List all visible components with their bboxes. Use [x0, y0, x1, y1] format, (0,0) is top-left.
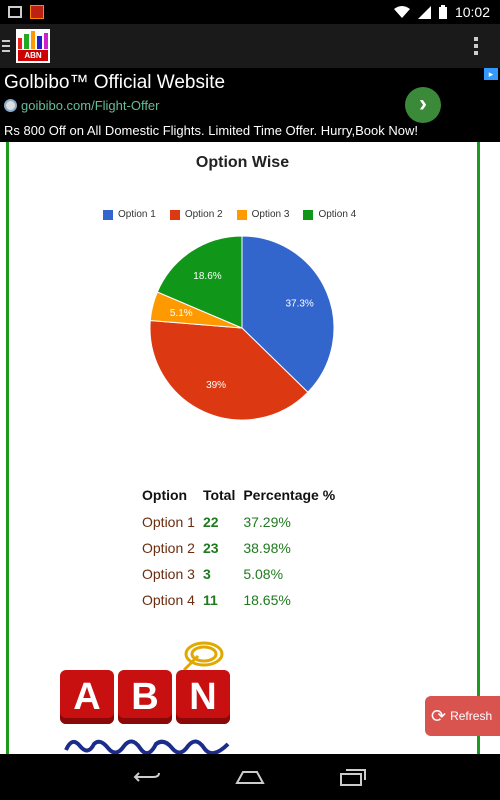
row-total: 3 [202, 566, 211, 582]
col-header-percentage: Percentage % [243, 487, 336, 503]
pie-label-2: 39% [206, 380, 226, 391]
image-notification-icon [8, 6, 22, 18]
app-bar: ABN [0, 24, 500, 68]
table-row: Option 2 23 38.98% [138, 535, 339, 561]
overflow-menu-icon[interactable] [474, 37, 478, 55]
row-option: Option 4 [142, 592, 195, 608]
table-row: Option 1 22 37.29% [138, 509, 339, 535]
row-option: Option 2 [142, 540, 195, 556]
ad-url[interactable]: goibibo.com/Flight-Offer [4, 98, 160, 113]
home-icon[interactable] [235, 769, 265, 785]
table-row: Option 4 11 18.65% [138, 587, 339, 613]
row-option: Option 1 [142, 514, 195, 530]
abn-logo: A B N [60, 640, 230, 754]
pie-slice-1 [241, 235, 335, 393]
pie-label-4: 18.6% [193, 271, 221, 282]
poll-results-content: Option Wise Option 1 Option 2 Option 3 O… [0, 142, 500, 754]
app-logo-text: ABN [18, 50, 48, 61]
globe-icon [4, 99, 17, 112]
ad-description: Rs 800 Off on All Domestic Flights. Limi… [4, 123, 418, 138]
legend-swatch [103, 209, 113, 220]
right-border [477, 142, 480, 754]
logo-letter: A [60, 670, 114, 724]
satellite-dish-icon [182, 641, 224, 672]
logo-letter: N [176, 670, 230, 724]
status-bar: 10:02 [0, 0, 500, 24]
row-percentage: 18.65% [243, 592, 291, 608]
row-total: 11 [202, 592, 218, 608]
row-percentage: 38.98% [243, 540, 291, 556]
pie-slice-4 [156, 235, 243, 329]
legend-item-option-1: Option 1 [103, 209, 156, 220]
chart-legend: Option 1 Option 2 Option 3 Option 4 [103, 209, 356, 220]
table-row: Option 3 3 5.08% [138, 561, 339, 587]
legend-swatch [169, 209, 180, 220]
left-border [6, 142, 9, 754]
refresh-icon: ⟳ [431, 705, 447, 726]
signal-icon [417, 5, 431, 19]
pie-slice-2 [149, 319, 309, 421]
menu-icon[interactable] [2, 40, 10, 52]
app-logo[interactable]: ABN [16, 29, 50, 63]
row-percentage: 37.29% [243, 514, 291, 530]
ad-choices-icon[interactable]: ▸ [484, 68, 498, 80]
row-percentage: 5.08% [243, 566, 284, 582]
refresh-button[interactable]: ⟳ Refresh [425, 696, 500, 736]
legend-item-option-2: Option 2 [169, 209, 223, 220]
abn-notification-icon [30, 5, 44, 19]
legend-swatch [303, 209, 314, 220]
chart-title: Option Wise [195, 154, 290, 171]
col-header-total: Total [202, 487, 236, 503]
pie-chart: 37.3% 39% 5.1% 18.6% [149, 235, 335, 421]
row-total: 22 [202, 514, 219, 530]
refresh-label: Refresh [450, 709, 493, 723]
row-total: 23 [202, 540, 219, 556]
results-table: Option Total Percentage % Option 1 22 37… [138, 485, 339, 613]
pie-label-1: 37.3% [285, 299, 313, 310]
ad-go-button[interactable]: › [405, 87, 441, 123]
recent-apps-icon[interactable] [339, 768, 367, 786]
status-time: 10:02 [454, 4, 490, 20]
ad-url-text: goibibo.com/Flight-Offer [21, 98, 160, 113]
legend-item-option-3: Option 3 [236, 209, 289, 220]
pie-label-3: 5.1% [170, 308, 193, 319]
row-option: Option 3 [142, 566, 195, 582]
legend-swatch [236, 209, 247, 220]
battery-icon [438, 5, 447, 19]
back-icon[interactable] [133, 769, 161, 785]
legend-item-option-4: Option 4 [303, 209, 356, 220]
col-header-option: Option [142, 487, 188, 503]
wifi-icon [393, 5, 410, 18]
logo-letter: B [118, 670, 172, 724]
ad-title[interactable]: Golbibo™ Official Website [4, 72, 226, 93]
logo-script-graphic [64, 739, 230, 754]
navigation-bar [0, 754, 500, 800]
ad-banner[interactable]: Golbibo™ Official Website goibibo.com/Fl… [0, 68, 500, 142]
